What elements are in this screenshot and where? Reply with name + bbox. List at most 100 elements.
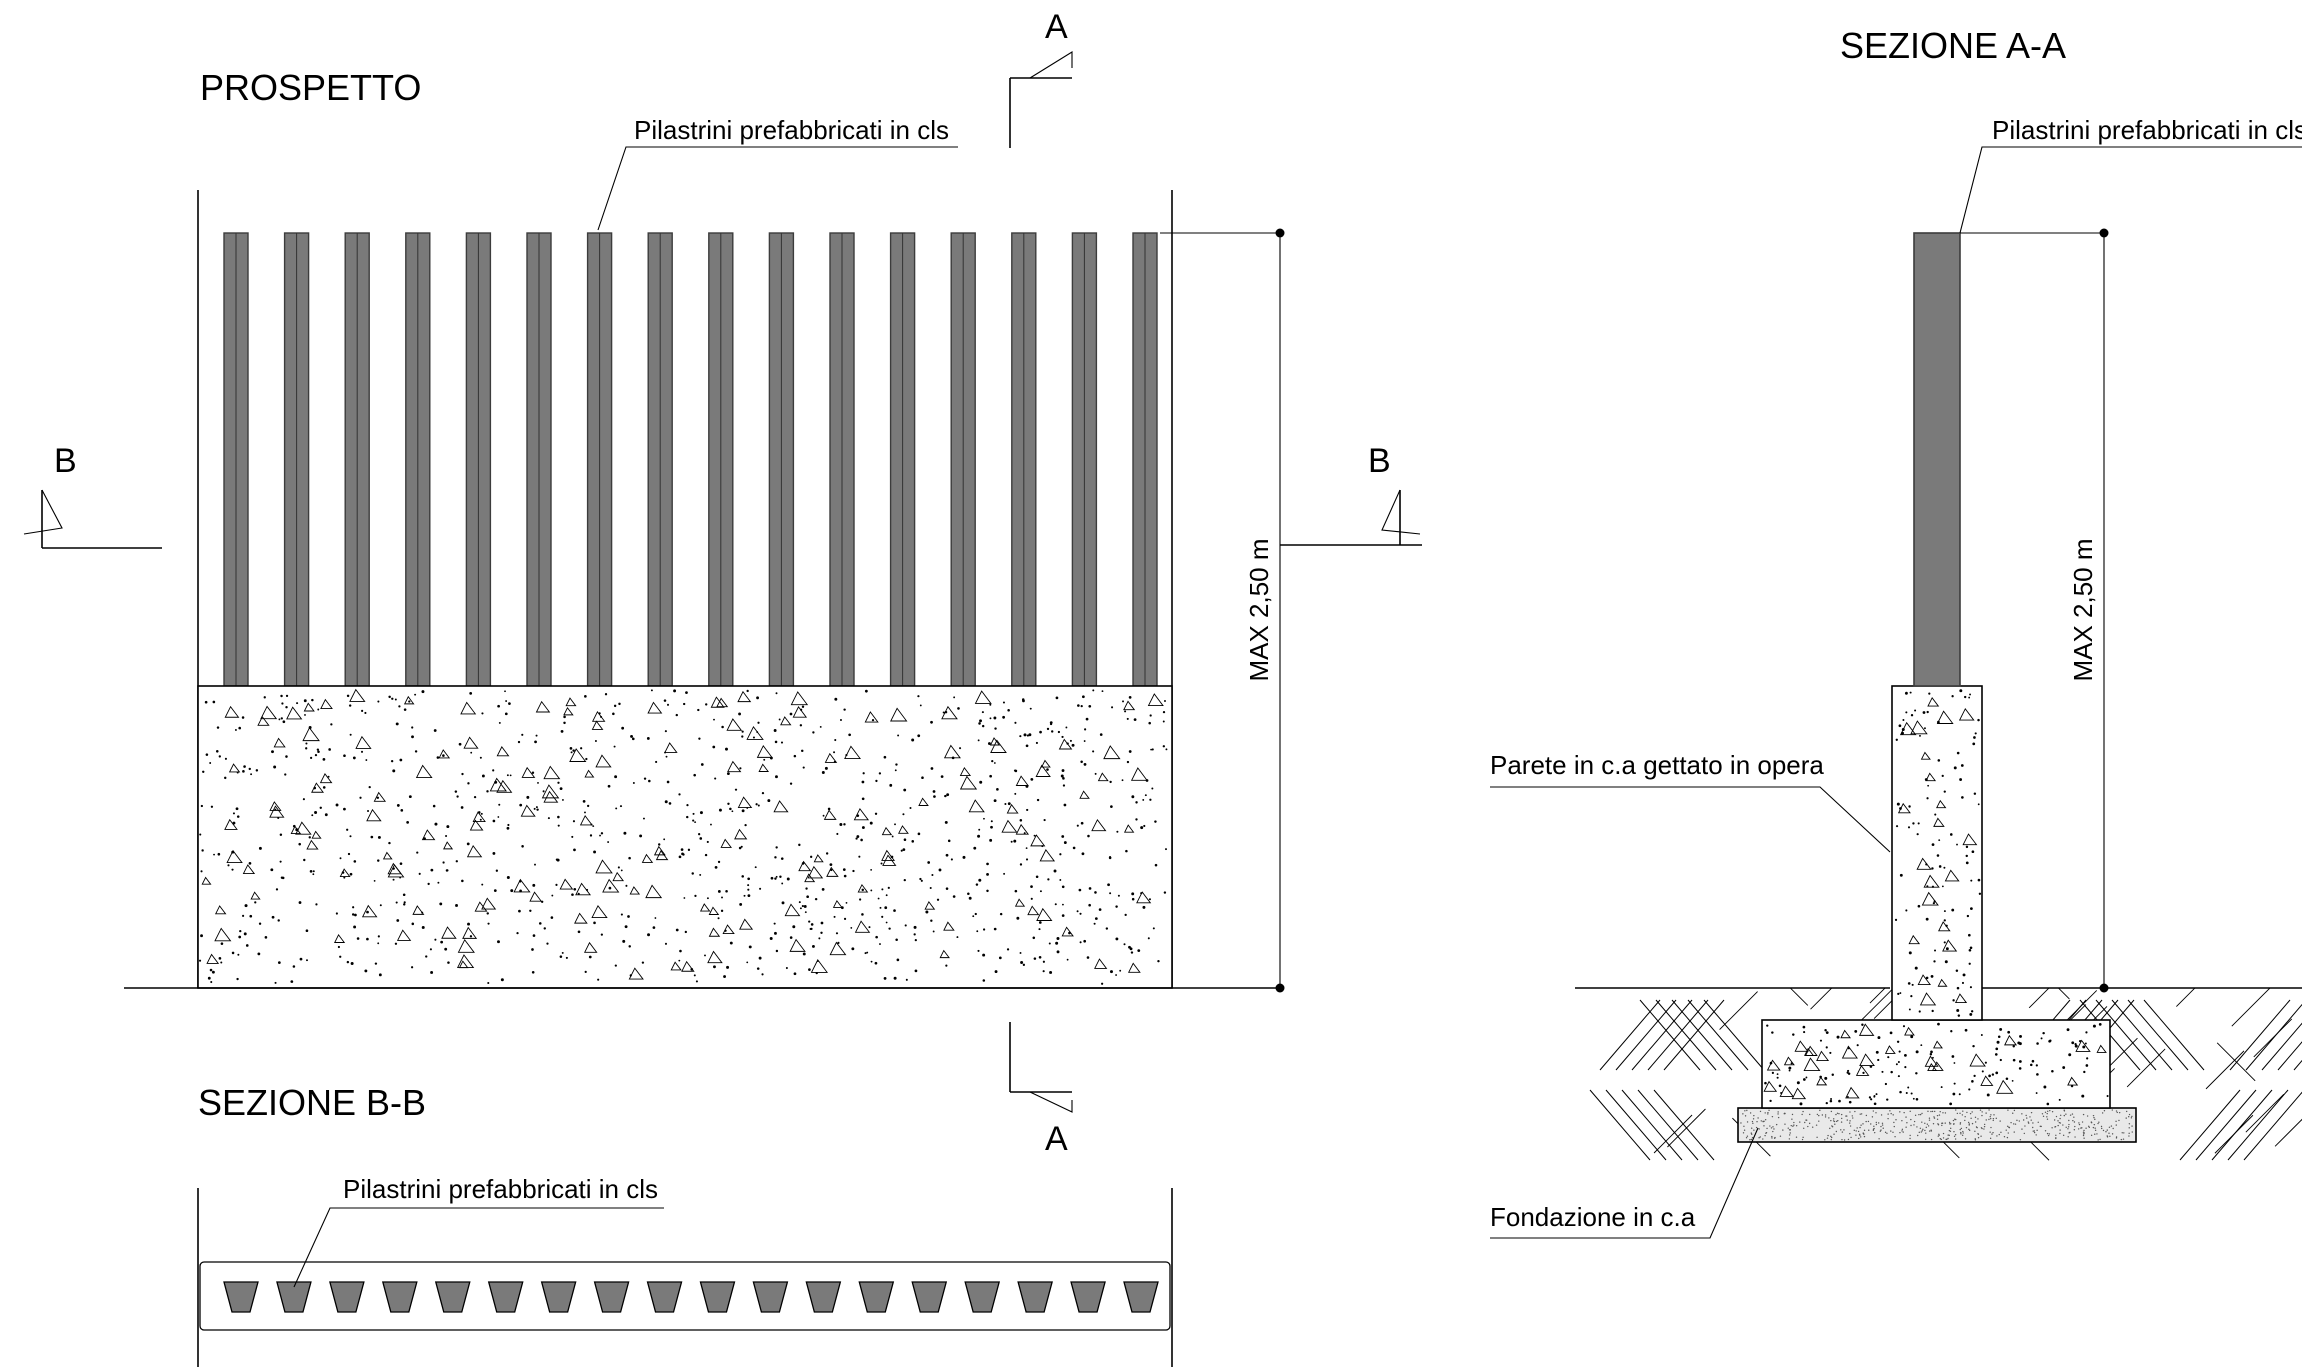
- concrete-grain: [1968, 1088, 1971, 1091]
- concrete-grain: [1965, 861, 1969, 865]
- concrete-aggregate: [320, 698, 333, 709]
- concrete-grain: [1769, 1099, 1772, 1103]
- concrete-aggregate: [829, 941, 847, 956]
- lean-grain: [1873, 1125, 1875, 1127]
- concrete-grain: [1101, 690, 1104, 693]
- concrete-aggregate: [1954, 993, 1968, 1004]
- lean-grain: [1927, 1110, 1929, 1113]
- lean-grain: [1909, 1110, 1911, 1113]
- concrete-grain: [914, 969, 918, 973]
- concrete-aggregate: [758, 763, 770, 772]
- lean-grain: [1827, 1134, 1829, 1137]
- concrete-grain: [1968, 962, 1971, 965]
- concrete-grain: [402, 893, 406, 897]
- lean-grain: [1791, 1113, 1794, 1116]
- concrete-grain: [1824, 1028, 1827, 1032]
- concrete-grain: [755, 803, 758, 806]
- lean-grain: [1757, 1117, 1759, 1119]
- concrete-grain: [1111, 706, 1114, 709]
- concrete-aggregate: [1897, 802, 1911, 814]
- lean-grain: [2033, 1131, 2036, 1134]
- concrete-grain: [878, 772, 882, 775]
- concrete-grain: [573, 887, 577, 891]
- concrete-grain: [1803, 1078, 1806, 1081]
- lean-grain: [1924, 1138, 1927, 1141]
- concrete-grain: [1003, 872, 1006, 875]
- section-wall-texture: [1894, 689, 1982, 1017]
- lean-grain: [1849, 1125, 1852, 1127]
- concrete-grain: [990, 820, 993, 823]
- concrete-grain: [1049, 722, 1053, 726]
- concrete-aggregate: [727, 760, 742, 773]
- lean-grain: [2005, 1129, 2007, 1131]
- concrete-grain: [232, 812, 235, 815]
- concrete-grain: [1956, 751, 1960, 755]
- lean-grain: [1865, 1114, 1868, 1117]
- lean-grain: [1840, 1113, 1843, 1116]
- concrete-grain: [1958, 1093, 1961, 1096]
- concrete-grain: [517, 740, 521, 744]
- lean-grain: [1771, 1115, 1774, 1118]
- lean-grain: [1924, 1129, 1926, 1132]
- concrete-grain: [843, 874, 847, 878]
- concrete-grain: [861, 888, 865, 892]
- concrete-aggregate: [898, 825, 909, 834]
- pilastrini-leader-elevation: [597, 146, 958, 231]
- concrete-aggregate: [2075, 1039, 2091, 1052]
- concrete-grain: [895, 938, 898, 942]
- concrete-grain: [597, 978, 600, 981]
- concrete-grain: [848, 733, 851, 737]
- concrete-grain: [1908, 805, 1911, 808]
- pilastrini-leader-section-aa: [1959, 146, 2302, 234]
- concrete-grain: [1931, 867, 1934, 870]
- concrete-grain: [1076, 824, 1079, 827]
- concrete-grain: [243, 765, 246, 768]
- concrete-grain: [378, 973, 382, 977]
- section-post-profile: [276, 1281, 312, 1313]
- lean-grain: [1765, 1131, 1768, 1134]
- concrete-grain: [1894, 918, 1898, 921]
- section-post-profile: [487, 1281, 524, 1313]
- concrete-grain: [506, 774, 509, 777]
- lean-grain: [2128, 1127, 2130, 1129]
- concrete-grain: [198, 959, 202, 962]
- concrete-grain: [349, 733, 352, 736]
- lean-grain: [1805, 1119, 1808, 1121]
- concrete-grain: [454, 790, 458, 793]
- concrete-grain: [455, 903, 458, 907]
- concrete-aggregate: [924, 900, 936, 910]
- concrete-grain: [1116, 830, 1119, 833]
- lean-grain: [1949, 1130, 1952, 1132]
- concrete-grain: [315, 903, 318, 906]
- concrete-grain: [1847, 1069, 1850, 1073]
- concrete-aggregate: [583, 941, 598, 953]
- concrete-aggregate: [1058, 738, 1073, 750]
- lean-grain: [1902, 1131, 1904, 1133]
- concrete-aggregate: [584, 769, 595, 778]
- concrete-grain: [392, 769, 396, 773]
- lean-grain: [2112, 1127, 2114, 1130]
- concrete-aggregate: [807, 865, 824, 879]
- concrete-grain: [570, 751, 573, 754]
- concrete-grain: [932, 790, 936, 793]
- concrete-grain: [2049, 1039, 2052, 1042]
- lean-grain: [1918, 1131, 1920, 1134]
- lean-grain: [1743, 1125, 1745, 1127]
- concrete-grain: [723, 975, 726, 978]
- concrete-grain: [2005, 1077, 2009, 1081]
- fondazione-label: Fondazione in c.a: [1490, 1202, 1696, 1232]
- section-post-profile: [434, 1281, 471, 1313]
- concrete-grain: [731, 810, 734, 813]
- concrete-grain: [630, 734, 633, 738]
- lean-grain: [2007, 1132, 2009, 1134]
- concrete-grain: [2042, 1031, 2045, 1035]
- concrete-grain: [947, 839, 951, 843]
- concrete-grain: [1048, 942, 1051, 945]
- section-post-profile: [1070, 1281, 1106, 1313]
- concrete-grain: [613, 704, 617, 708]
- concrete-grain: [346, 828, 349, 831]
- concrete-grain: [746, 961, 749, 964]
- lean-grain: [1917, 1134, 1919, 1137]
- concrete-grain: [461, 772, 464, 776]
- concrete-grain: [1083, 740, 1086, 742]
